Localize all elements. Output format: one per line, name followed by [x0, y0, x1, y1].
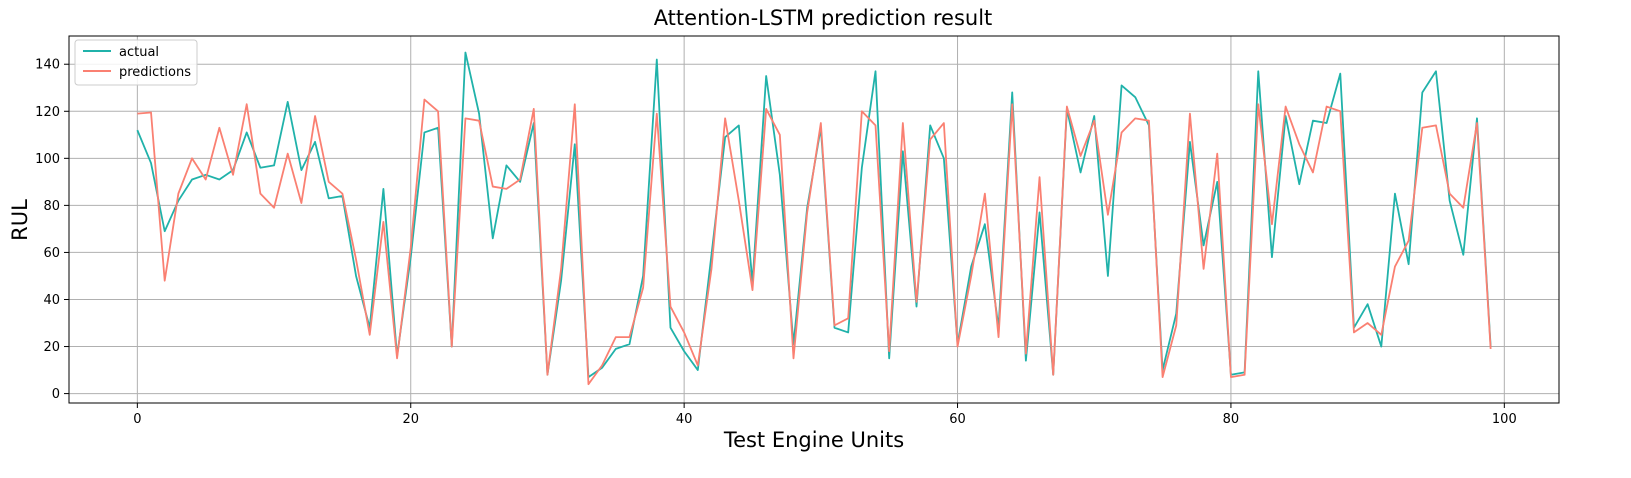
x-tick-label: 20	[402, 412, 419, 427]
y-tick-label: 20	[43, 340, 60, 355]
y-tick-label: 140	[35, 58, 60, 73]
x-tick-label: 100	[1492, 412, 1517, 427]
tick-layer: 0 20 40 60 80 100 0 20 40 60 80 100 120 140	[35, 58, 1517, 427]
series-line-actual	[136, 51, 1492, 379]
plot-frame	[68, 35, 1560, 404]
chart-title: Attention-LSTM prediction result	[654, 6, 993, 30]
series-line-predictions	[137, 98, 1492, 386]
y-tick-label: 80	[43, 199, 60, 214]
y-tick-label: 60	[43, 246, 60, 261]
series-layer	[136, 51, 1492, 386]
x-tick-label: 0	[133, 412, 141, 427]
y-tick-label: 40	[43, 293, 60, 308]
x-tick-label: 40	[676, 412, 693, 427]
x-tick-label: 60	[949, 412, 966, 427]
y-tick-label: 100	[35, 152, 60, 167]
y-axis-title: RUL	[8, 199, 32, 241]
grid-layer	[69, 36, 1559, 403]
x-axis-title: Test Engine Units	[723, 428, 904, 452]
legend-label-predictions: predictions	[119, 65, 191, 80]
y-tick-label: 0	[52, 387, 60, 402]
legend: actual predictions	[74, 39, 198, 86]
y-tick-label: 120	[35, 105, 60, 120]
x-tick-label: 80	[1223, 412, 1240, 427]
legend-label-actual: actual	[119, 45, 159, 60]
